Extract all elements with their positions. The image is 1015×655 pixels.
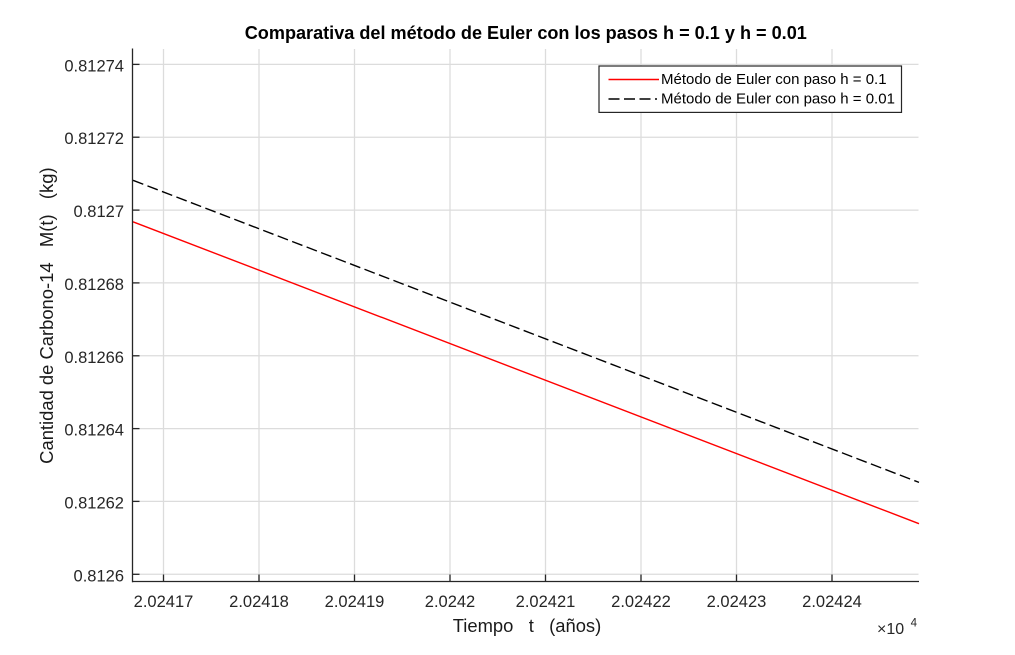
svg-text:0.81264: 0.81264 [64, 422, 124, 440]
svg-text:Tiempo t (años): Tiempo t (años) [453, 615, 602, 636]
svg-text:Comparativa del método de Eule: Comparativa del método de Euler con los … [245, 23, 807, 43]
svg-text:2.02423: 2.02423 [707, 593, 767, 611]
svg-text:2.0242: 2.0242 [425, 593, 475, 611]
svg-text:0.8126: 0.8126 [74, 567, 124, 585]
svg-text:2.02419: 2.02419 [325, 593, 385, 611]
svg-text:2.02417: 2.02417 [134, 593, 194, 611]
svg-text:0.81268: 0.81268 [64, 276, 124, 294]
svg-text:0.8127: 0.8127 [74, 203, 124, 221]
svg-text:Método de Euler con paso h = 0: Método de Euler con paso h = 0.1 [661, 71, 887, 88]
svg-text:2.02424: 2.02424 [802, 593, 862, 611]
svg-text:2.02421: 2.02421 [516, 593, 576, 611]
svg-text:Método de Euler con paso h = 0: Método de Euler con paso h = 0.01 [661, 90, 895, 107]
svg-text:Cantidad de Carbono-14 M(t): Cantidad de Carbono-14 M(t) (kg) [36, 167, 57, 463]
svg-text:0.81272: 0.81272 [64, 130, 124, 148]
svg-text:0.81274: 0.81274 [64, 57, 124, 75]
svg-text:2.02422: 2.02422 [611, 593, 671, 611]
svg-text:2.02418: 2.02418 [229, 593, 289, 611]
svg-text:0.81262: 0.81262 [64, 494, 124, 512]
svg-text:0.81266: 0.81266 [64, 349, 124, 367]
